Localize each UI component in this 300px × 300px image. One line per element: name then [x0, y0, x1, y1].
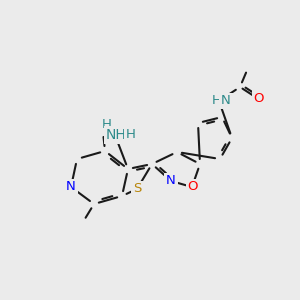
Text: N: N [66, 181, 76, 194]
Text: O: O [254, 92, 264, 104]
Text: N: N [221, 94, 231, 107]
Text: H: H [126, 128, 136, 142]
Text: N: N [166, 175, 176, 188]
Text: S: S [133, 182, 141, 196]
Text: NH: NH [106, 128, 126, 142]
Text: O: O [188, 181, 198, 194]
Text: H: H [212, 94, 222, 106]
Text: H: H [102, 118, 112, 131]
